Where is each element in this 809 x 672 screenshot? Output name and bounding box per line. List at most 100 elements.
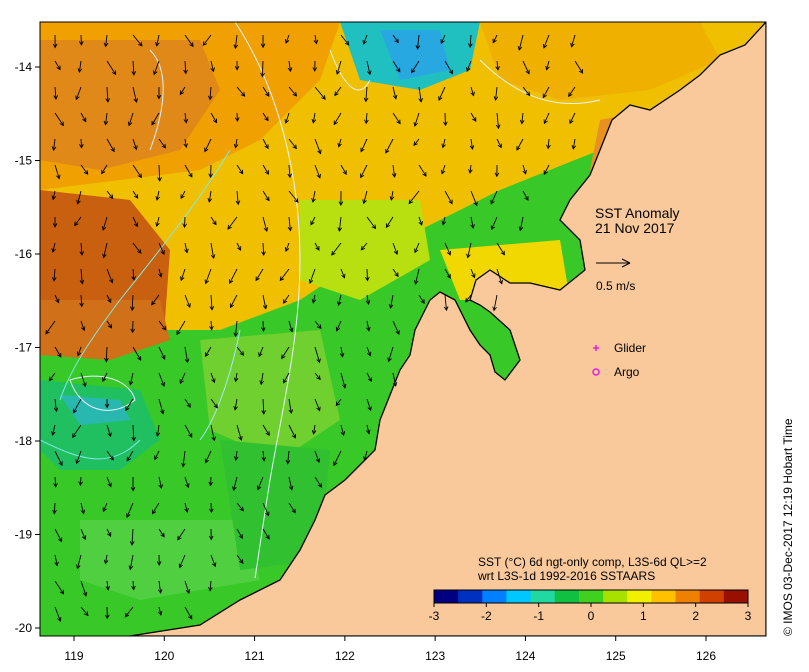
current-vector-head (151, 300, 156, 306)
current-vector-head (133, 145, 138, 151)
current-vector-head (341, 383, 347, 389)
current-vector-head (367, 406, 372, 412)
current-vector (74, 216, 82, 226)
current-vector-head (495, 65, 500, 71)
current-vector (77, 190, 82, 204)
lon-tick-label: 121 (245, 649, 265, 663)
current-vector (314, 242, 320, 251)
current-vector (314, 346, 320, 363)
current-vector-head (79, 302, 84, 308)
contour-lines (40, 22, 601, 579)
current-vector (151, 294, 160, 305)
current-vector (158, 320, 167, 331)
current-vector-head (310, 220, 315, 226)
current-vector-head (126, 456, 131, 462)
current-vector (80, 502, 85, 514)
current-vector (101, 164, 108, 174)
current-vector (414, 242, 420, 253)
current-vector (288, 60, 291, 72)
current-vector (314, 450, 320, 463)
current-vector-head (53, 95, 59, 100)
current-vector-head (362, 199, 367, 205)
current-vector-head (227, 224, 232, 230)
current-vector (184, 346, 188, 363)
current-vector (184, 112, 187, 123)
current-vector-head (79, 251, 85, 256)
current-vector (210, 60, 214, 72)
current-vector-head (288, 485, 294, 491)
current-vector (262, 138, 269, 149)
current-vector-head (180, 276, 185, 282)
current-vector (547, 138, 550, 149)
current-vector (105, 554, 108, 564)
current-vector-head (186, 403, 191, 408)
current-vector-head (72, 433, 77, 439)
current-vector (102, 216, 108, 231)
longitude-axis: 119 120 121 122 123 124 125 126 (64, 636, 716, 663)
current-vector (125, 398, 134, 411)
current-vector-head (255, 276, 260, 282)
current-vector-head (208, 481, 214, 487)
current-vector (80, 112, 87, 122)
current-vector (310, 216, 316, 225)
current-vector (132, 216, 138, 227)
current-vector (132, 242, 142, 254)
current-vector-head (265, 431, 270, 437)
colorbar-segment (482, 590, 507, 603)
current-vector-head (208, 586, 213, 592)
current-vector-head (542, 43, 548, 49)
current-vector (288, 86, 297, 97)
current-vector (440, 34, 446, 44)
current-vector (106, 424, 112, 437)
current-vector-head (334, 91, 339, 97)
current-vector (543, 34, 550, 49)
current-vector-head (207, 198, 213, 203)
current-vector-head (316, 358, 321, 364)
current-vector (126, 502, 134, 518)
current-vector-head (80, 509, 86, 515)
current-vector-head (279, 276, 285, 282)
current-vector (314, 372, 321, 380)
current-vector-head (366, 326, 371, 332)
current-vector-head (204, 352, 210, 358)
glider-marker-icon (593, 345, 599, 351)
current-vector (260, 372, 264, 385)
current-vector-head (48, 376, 54, 382)
current-vector-head (180, 194, 185, 200)
current-vector-head (443, 306, 449, 312)
current-vector-head (422, 172, 427, 177)
current-vector-head (184, 507, 189, 513)
current-vector-head (281, 354, 286, 360)
current-vector (496, 112, 499, 129)
current-vector-head (524, 196, 529, 201)
current-vector-head (446, 250, 452, 256)
map-frame (39, 21, 767, 637)
current-vector-head (130, 306, 135, 312)
current-vector-head (189, 42, 194, 48)
current-vector (158, 268, 162, 278)
current-vector-head (160, 250, 165, 256)
colorbar (433, 589, 749, 604)
current-vector (571, 34, 576, 47)
current-vector (417, 34, 420, 49)
current-vector (208, 190, 212, 203)
land-area (129, 22, 766, 636)
current-vector (54, 60, 61, 70)
current-vector-head (232, 486, 237, 492)
current-vector (54, 346, 62, 358)
current-vector (288, 320, 293, 332)
current-vector (288, 138, 297, 149)
current-vector (360, 138, 368, 152)
current-vector (184, 424, 193, 438)
sst-anomaly-field (40, 22, 766, 600)
current-vector-head (58, 461, 63, 467)
current-vector-head (385, 148, 390, 154)
current-vector (158, 528, 165, 538)
colorbar-segment (603, 590, 628, 603)
current-vector-head (176, 330, 181, 336)
current-vector-head (183, 143, 189, 149)
current-vector-head (212, 220, 217, 226)
current-vector (335, 398, 342, 406)
current-vector-head (130, 328, 135, 334)
current-vector (184, 580, 190, 594)
